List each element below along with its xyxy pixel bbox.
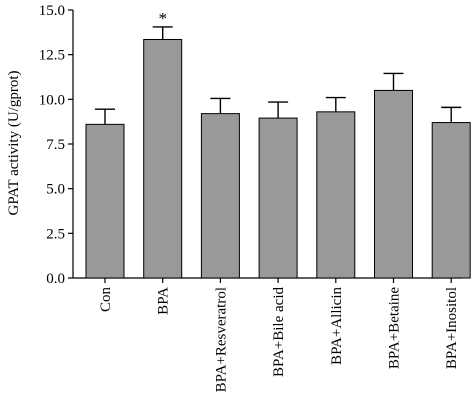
x-tick-label: BPA+Resveratrol (213, 287, 229, 392)
bar (200, 113, 240, 279)
bar (431, 122, 471, 279)
bar (316, 111, 356, 279)
y-tick-label: 10.0 (39, 92, 65, 108)
significance-marker: * (158, 9, 167, 28)
x-tick-label: Con (98, 287, 114, 313)
significance-markers: * (158, 9, 167, 28)
y-ticks: 0.0 2.5 5.0 7.5 10.0 12.5 15.0 (39, 3, 73, 287)
x-tick-label: BPA (156, 287, 172, 315)
x-tick-label: BPA+Betaine (387, 287, 403, 369)
x-tick-label: BPA+Bile acid (271, 287, 287, 377)
y-tick-label: 7.5 (46, 137, 65, 153)
bar (85, 123, 125, 279)
y-tick-label: 5.0 (46, 182, 65, 198)
y-tick-label: 12.5 (39, 48, 65, 64)
error-bars (95, 26, 462, 125)
x-ticks: Con BPA BPA+Resveratrol BPA+Bile acid BPA+Al… (98, 278, 460, 392)
y-tick-label: 0.0 (46, 271, 65, 287)
y-axis-label: GPAT activity (U/gprot) (6, 70, 22, 215)
x-tick-label: BPA+Inositol (444, 287, 460, 369)
bar (258, 117, 298, 279)
bar (374, 89, 413, 279)
x-tick-label: BPA+Allicin (329, 287, 345, 365)
bar (143, 38, 183, 279)
y-tick-label: 2.5 (46, 226, 65, 242)
y-tick-label: 15.0 (39, 3, 65, 19)
bars (85, 38, 471, 279)
